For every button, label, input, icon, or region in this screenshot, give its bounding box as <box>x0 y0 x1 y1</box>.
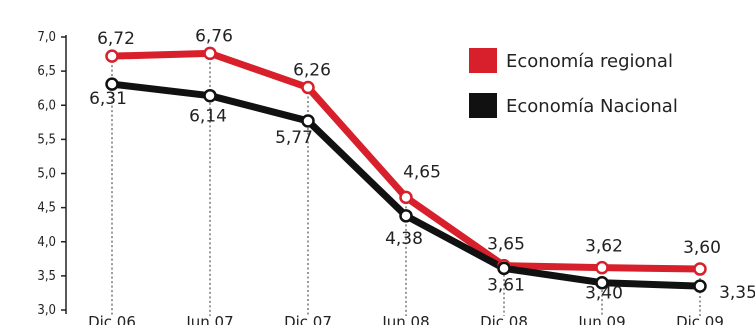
x-tick-label: Dic 08 <box>480 313 528 325</box>
data-point <box>203 46 217 61</box>
data-point <box>105 49 119 63</box>
y-tick-label: 7,0 <box>37 30 56 45</box>
data-point <box>203 88 217 103</box>
data-label: 6,76 <box>195 26 233 46</box>
data-point <box>693 279 707 293</box>
data-point <box>301 114 315 128</box>
legend-swatch <box>469 48 497 73</box>
legend-swatch <box>469 93 497 118</box>
x-tick-label: Jun 09 <box>577 313 625 325</box>
data-label: 3,65 <box>487 235 525 255</box>
data-label: 5,77 <box>275 128 313 148</box>
x-tick-label: Jun 08 <box>381 313 429 325</box>
data-point <box>595 260 609 275</box>
data-point <box>693 262 707 276</box>
y-tick-label: 4,0 <box>37 235 56 250</box>
data-point <box>301 80 315 95</box>
data-label: 3,61 <box>487 275 525 295</box>
y-tick-label: 6,5 <box>37 64 56 79</box>
y-tick-label: 5,5 <box>37 132 56 147</box>
data-point <box>105 77 119 91</box>
data-label: 3,62 <box>585 237 623 257</box>
y-tick-label: 6,0 <box>37 98 56 113</box>
data-label: 6,31 <box>89 89 127 109</box>
x-axis: Dic 06 Jun 07 Dic 07 Jun 08 Dic 08 Jun 09 Dic … <box>88 313 724 325</box>
data-label: 6,14 <box>189 107 227 127</box>
data-labels: 6,72 6,76 6,26 4,65 3,65 3,62 3,60 6,31 6,14 5,77… <box>89 26 755 303</box>
data-point <box>595 275 609 290</box>
data-label: 4,65 <box>403 162 441 182</box>
y-tick-label: 5,0 <box>37 167 56 182</box>
y-axis: 7,0 6,5 6,0 5,5 5,0 4,5 4,0 3,5 3,0 <box>37 30 67 318</box>
data-point <box>399 209 413 223</box>
data-point <box>399 190 413 205</box>
data-point <box>497 261 511 276</box>
data-label: 6,26 <box>293 61 331 81</box>
data-label: 4,38 <box>385 229 423 249</box>
data-label: 6,72 <box>97 29 135 49</box>
x-tick-label: Dic 09 <box>676 313 724 325</box>
x-tick-label: Dic 07 <box>284 313 332 325</box>
x-tick-label: Dic 06 <box>88 313 136 325</box>
legend: Economía regional Economía Nacional <box>469 48 678 118</box>
y-tick-label: 4,5 <box>37 201 56 216</box>
data-label: 3,60 <box>683 238 721 258</box>
data-label: 3,35 <box>719 283 755 303</box>
y-tick-label: 3,0 <box>37 303 56 318</box>
y-tick-label: 3,5 <box>37 269 56 284</box>
series-layer <box>105 46 707 293</box>
x-tick-label: Jun 07 <box>185 313 233 325</box>
data-label: 3,40 <box>585 284 623 304</box>
legend-label: Economía Nacional <box>506 96 678 117</box>
legend-label: Economía regional <box>506 51 673 72</box>
